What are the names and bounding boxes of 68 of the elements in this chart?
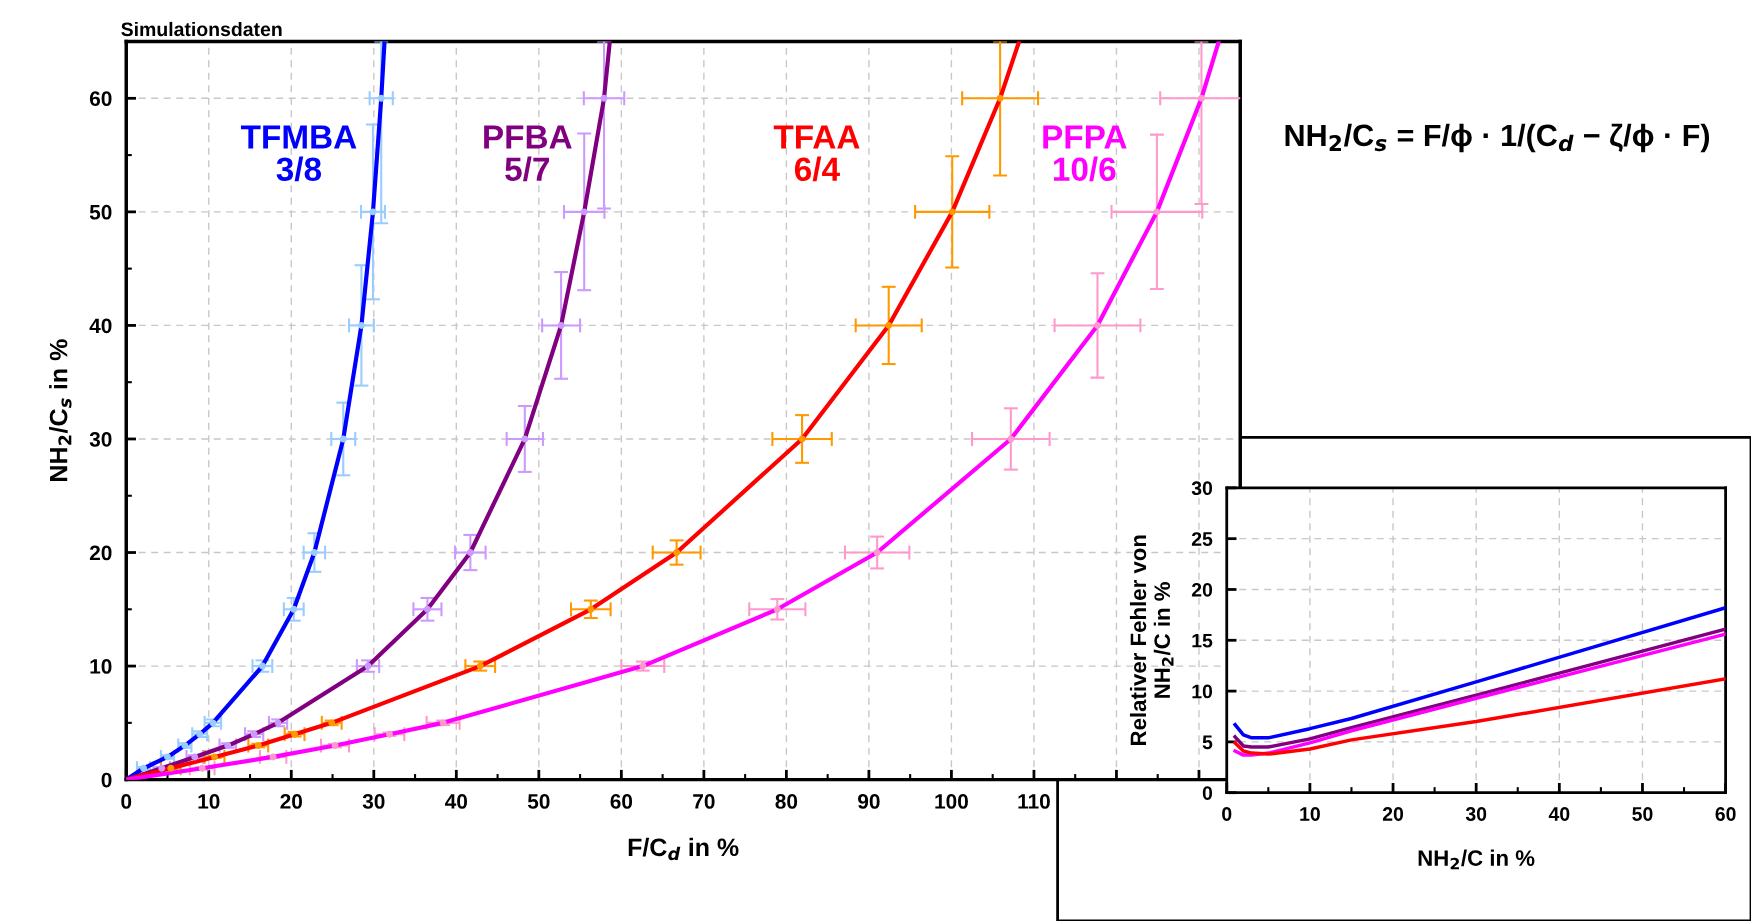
y-tick-label: 40 [89,318,112,334]
x-tick-label: 0 [1222,807,1232,821]
x-tick-label: 10 [198,794,220,809]
point [557,321,565,329]
point [1007,435,1015,443]
x-tick-label: 30 [1465,807,1487,821]
point [1153,208,1161,216]
x-tick-label: 40 [1548,807,1570,821]
x-tick-label: 50 [1632,807,1653,821]
point [885,321,893,329]
x-tick-label: 50 [527,794,550,809]
y-tick-label: 5 [1202,735,1213,750]
x-tick-label: 20 [1382,807,1404,821]
point [996,94,1004,102]
y-tick-label: 20 [89,545,112,561]
point [948,208,956,216]
line-series [1233,606,1726,740]
y-tick-label: 30 [89,431,112,447]
x-tick-label: 40 [445,794,468,809]
point [423,605,431,613]
x-tick-label: 80 [775,794,798,809]
point [773,605,781,613]
point [521,435,529,443]
y-axis-title: Relativer Fehler von NH$_{2}$/C in % [1129,535,1174,745]
x-tick-label: 70 [693,794,715,809]
x-tick-label: 60 [1715,807,1736,821]
point [587,605,595,613]
point [673,549,681,556]
x-tick-label: 30 [362,794,385,809]
x-tick-label: 100 [935,794,968,809]
y-tick-label: 10 [1192,684,1213,699]
chart-title: Simulationsdaten [121,21,282,37]
y-tick-label: 50 [89,204,112,220]
point [369,208,377,216]
x-tick-label: 0 [121,794,132,809]
x-tick-label: 90 [858,794,880,809]
y-tick-label: 0 [101,772,112,788]
x-axis-title: F/C$_{d}$ in % [628,837,739,861]
y-tick-label: 60 [89,91,112,107]
series-label: PFPA 10/6 [1043,125,1127,182]
y-tick-label: 10 [90,659,112,674]
point [357,321,365,329]
point [873,549,881,556]
x-tick-label: 10 [1300,807,1320,821]
point [339,435,347,443]
point [1094,321,1101,329]
point [466,549,474,556]
series-label: PFBA 5/7 [484,125,572,182]
point [1197,94,1205,102]
point [580,208,588,216]
point [310,549,318,556]
x-axis-title: NH$_{2}$/C in % [1418,849,1535,870]
y-tick-label: 15 [1192,633,1213,648]
line-series [1233,677,1726,756]
y-tick-label: 25 [1191,532,1213,546]
y-tick-label: 30 [1191,481,1213,496]
point [600,94,608,102]
x-tick-label: 110 [1018,794,1050,809]
point [290,605,298,613]
x-tick-label: 60 [610,794,633,809]
x-tick-label: 20 [280,794,303,809]
y-axis-title: NH$_{2}$/C$_{s}$ in % [49,339,72,481]
series-label: TFMBA 3/8 [240,125,357,182]
y-tick-label: 20 [1191,582,1213,597]
text: TFAA 6/4 [773,125,860,182]
point [377,94,385,102]
point [798,435,806,443]
text: NH$_{2}$/C$_{s}$ = F/ϕ · 1/(C$_{d}$ − ζ/ϕ · F) [1285,123,1710,153]
